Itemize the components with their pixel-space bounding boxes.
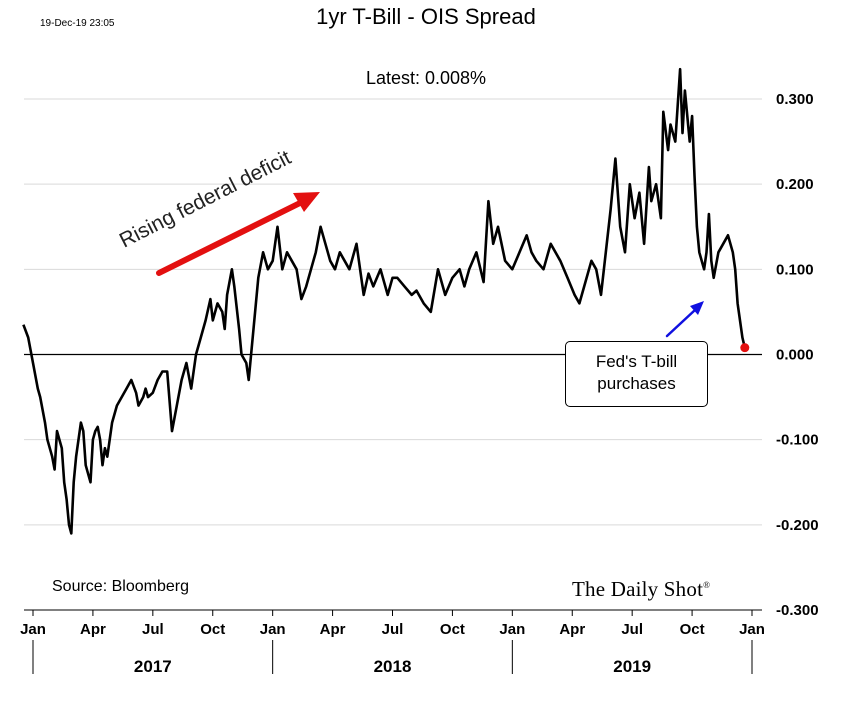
brand-name: The Daily Shot <box>572 577 704 601</box>
latest-point <box>740 343 750 353</box>
x-tick-label: Jul <box>621 621 643 638</box>
y-tick-label: 0.000 <box>776 347 814 364</box>
series-line <box>22 67 747 535</box>
callout-arrow <box>665 301 704 338</box>
x-tick-label: Apr <box>320 621 346 638</box>
callout-box: Fed's T-bill purchases <box>565 341 708 407</box>
timestamp: 19-Dec-19 23:05 <box>40 18 115 29</box>
y-tick-label: 0.200 <box>776 176 814 193</box>
y-tick-label: -0.300 <box>776 602 819 619</box>
x-tick-label: Oct <box>440 621 465 638</box>
x-axis: Jan Apr Jul Oct Jan Apr Jul Oct Jan Apr Jul Oct Jan 2… <box>20 609 765 676</box>
y-tick-label: 0.300 <box>776 91 814 108</box>
year-label: 2019 <box>613 657 651 676</box>
year-label: 2017 <box>134 657 172 676</box>
x-tick-label: Jan <box>260 621 286 638</box>
y-tick-label: -0.100 <box>776 432 819 449</box>
deficit-arrow <box>156 192 320 276</box>
x-tick-label: Jan <box>20 621 46 638</box>
brand-logo: The Daily Shot® <box>572 577 710 602</box>
brand-mark: ® <box>703 580 711 590</box>
source-label: Source: Bloomberg <box>52 578 189 595</box>
y-tick-label: -0.200 <box>776 517 819 534</box>
y-tick-label: 0.100 <box>776 261 814 278</box>
gridlines <box>24 98 762 526</box>
x-tick-label: Oct <box>200 621 225 638</box>
x-tick-label: Jan <box>739 621 765 638</box>
x-tick-label: Jul <box>142 621 164 638</box>
deficit-label: Rising federal deficit <box>116 146 295 252</box>
callout-line-1: Fed's T-bill <box>595 352 678 371</box>
chart-title: 1yr T-Bill - OIS Spread <box>316 4 536 29</box>
y-axis-tick-labels: 0.300 0.200 0.100 0.000 -0.100 -0.200 -0.300 <box>776 91 819 619</box>
x-tick-label: Jan <box>499 621 525 638</box>
callout-line-2: purchases <box>597 374 676 393</box>
x-tick-label: Oct <box>680 621 705 638</box>
x-tick-label: Jul <box>382 621 404 638</box>
x-tick-label: Apr <box>559 621 585 638</box>
year-label: 2018 <box>374 657 412 676</box>
x-tick-label: Apr <box>80 621 106 638</box>
